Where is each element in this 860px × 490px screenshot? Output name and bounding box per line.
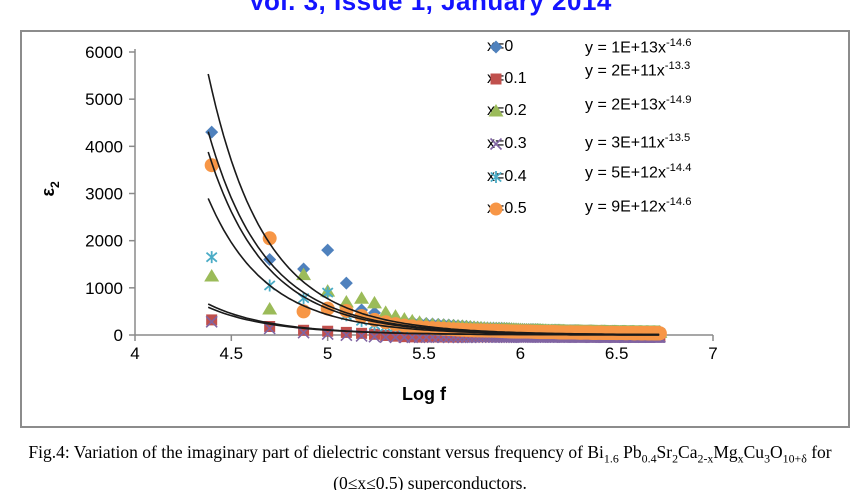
x-tick-label: 6.5 <box>605 344 629 363</box>
x-tick-label: 4 <box>130 344 139 363</box>
legend-label: x=0.3 <box>487 135 527 152</box>
scatter-plot-canvas: 4 4.5 5 5.5 6 6.5 7 0 1000 2000 3000 4000 5000 6000 <box>85 43 718 363</box>
y-tick-label: 5000 <box>85 90 123 109</box>
asterisk-marker <box>205 251 218 264</box>
y-tick-label: 4000 <box>85 137 123 156</box>
legend-item: x=0.3 <box>487 135 527 153</box>
legend-item: x=0.2 <box>487 102 527 120</box>
square-marker <box>380 329 392 341</box>
y-tick-label: 1000 <box>85 279 123 298</box>
square-marker <box>356 327 368 339</box>
asterisk-marker <box>321 286 334 299</box>
legend-fit-equation: y = 9E+12x-14.6 <box>585 196 692 216</box>
legend-cross-icon <box>489 137 503 151</box>
x-tick-label: 6 <box>516 344 525 363</box>
figure-chart: 4 4.5 5 5.5 6 6.5 7 0 1000 2000 3000 4000 5000 6000 ε… <box>20 30 850 428</box>
legend-triangle-icon <box>488 104 504 117</box>
legend-item: x=0 <box>487 38 513 56</box>
triangle-marker <box>204 269 220 282</box>
figure-caption-line1: Fig.4: Variation of the imaginary part o… <box>28 442 832 466</box>
legend-asterisk-icon <box>490 171 502 183</box>
fit-curve <box>207 151 660 336</box>
figure-caption-line2: (0≤x≤0.5) superconductors. <box>333 472 527 490</box>
x-tick-label: 4.5 <box>220 344 244 363</box>
legend-item: x=0.4 <box>487 168 527 186</box>
legend-circle-icon <box>489 202 503 216</box>
diamond-marker <box>339 276 353 290</box>
square-marker <box>298 324 310 336</box>
x-tick-label: 5.5 <box>412 344 436 363</box>
y-tick-label: 0 <box>114 326 123 345</box>
triangle-marker <box>338 294 354 308</box>
triangle-marker <box>354 291 370 304</box>
square-marker <box>206 314 218 326</box>
legend-fit-equation: y = 5E+12x-14.4 <box>585 162 692 182</box>
circle-marker <box>204 158 219 173</box>
square-marker <box>322 325 334 337</box>
square-marker <box>264 321 276 333</box>
legend-item: x=0.5 <box>487 200 527 218</box>
triangle-marker <box>378 305 394 318</box>
y-tick-label: 6000 <box>85 43 123 62</box>
triangle-marker <box>366 295 382 309</box>
circle-marker <box>262 231 277 246</box>
square-marker <box>389 330 401 342</box>
y-tick-label: 3000 <box>85 185 123 204</box>
square-marker <box>368 328 380 340</box>
legend-diamond-icon <box>489 40 503 54</box>
figure-caption: Fig.4: Variation of the imaginary part o… <box>0 440 860 490</box>
diamond-marker <box>205 125 219 139</box>
journal-volume-line: Vol. 3, Issue 1, January 2014 <box>248 0 612 16</box>
cross-marker <box>205 315 218 328</box>
triangle-marker <box>262 302 278 315</box>
legend-fit-equation: y = 2E+11x-13.3 <box>585 60 691 80</box>
legend-fit-equation: y = 2E+13x-14.9 <box>585 94 692 114</box>
circle-marker <box>652 326 667 341</box>
legend-square-icon <box>490 73 502 85</box>
triangle-marker <box>296 267 312 281</box>
legend-item: x=0.1 <box>487 70 527 88</box>
square-marker <box>340 326 352 338</box>
diamond-marker <box>321 243 335 257</box>
legend-fit-equation: y = 1E+13x-14.6 <box>585 37 692 57</box>
diamond-marker <box>263 253 277 267</box>
x-tick-label: 5 <box>323 344 332 363</box>
y-tick-label: 2000 <box>85 232 123 251</box>
y-axis-label: ε2 <box>38 181 62 197</box>
x-tick-label: 7 <box>708 344 717 363</box>
x-axis-label: Log f <box>402 384 446 404</box>
legend-fit-equation: y = 3E+11x-13.5 <box>585 132 691 152</box>
